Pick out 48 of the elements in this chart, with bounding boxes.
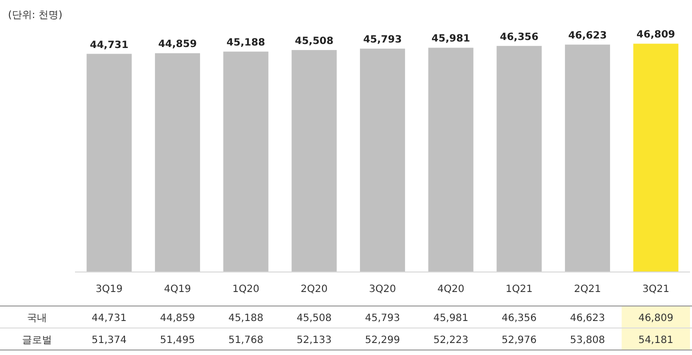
data-label: 45,188 xyxy=(228,313,264,324)
bar xyxy=(496,46,542,272)
text: 45,188 xyxy=(226,38,266,49)
text: 46,623 xyxy=(568,30,607,42)
data-label: 44,859 xyxy=(160,313,195,324)
data-label: 45,508 xyxy=(296,313,332,324)
bar xyxy=(86,54,132,272)
text: 52,976 xyxy=(502,335,537,346)
data-label: 45,793 xyxy=(365,313,400,324)
text: 51,495 xyxy=(160,335,195,346)
x-tick-label: 4Q20 xyxy=(437,284,464,295)
bar xyxy=(633,44,678,272)
text: 46,356 xyxy=(500,32,538,43)
text: 52,133 xyxy=(296,335,332,346)
x-tick-label: 3Q19 xyxy=(96,284,123,295)
x-tick-label: 3Q21 xyxy=(642,284,670,295)
x-tick-label: 1Q20 xyxy=(232,284,260,295)
x-tick-label: 1Q21 xyxy=(506,284,533,295)
text: 국내 xyxy=(27,313,47,324)
data-label: 45,981 xyxy=(433,313,468,324)
x-tick-label: 4Q19 xyxy=(164,284,191,295)
bar xyxy=(564,44,610,272)
text: 51,374 xyxy=(92,335,127,346)
data-label: 46,623 xyxy=(570,313,605,324)
bar xyxy=(223,52,268,272)
bar xyxy=(428,48,474,272)
text: 51,768 xyxy=(228,335,264,346)
text: (단위: 천명) xyxy=(8,10,62,21)
text: 45,981 xyxy=(432,34,470,45)
text: 46,809 xyxy=(636,30,676,41)
bar xyxy=(292,50,337,272)
x-tick-label: 3Q20 xyxy=(369,284,396,295)
data-label: 46,809 xyxy=(638,313,674,324)
text: 52,299 xyxy=(365,335,400,346)
text: 45,508 xyxy=(294,36,334,48)
text: 44,859 xyxy=(158,39,197,50)
text: 44,731 xyxy=(90,40,128,51)
bar xyxy=(154,53,200,272)
text: 45,793 xyxy=(363,34,402,46)
text: 53,808 xyxy=(570,335,605,346)
text: 글로벌 xyxy=(22,335,52,346)
text: 52,223 xyxy=(433,335,468,346)
x-tick-label: 2Q20 xyxy=(300,284,328,295)
data-label: 44,731 xyxy=(92,313,127,324)
bar xyxy=(360,48,406,272)
data-label: 46,356 xyxy=(502,313,537,324)
x-tick-label: 2Q21 xyxy=(574,284,601,295)
text: 54,181 xyxy=(638,335,674,346)
